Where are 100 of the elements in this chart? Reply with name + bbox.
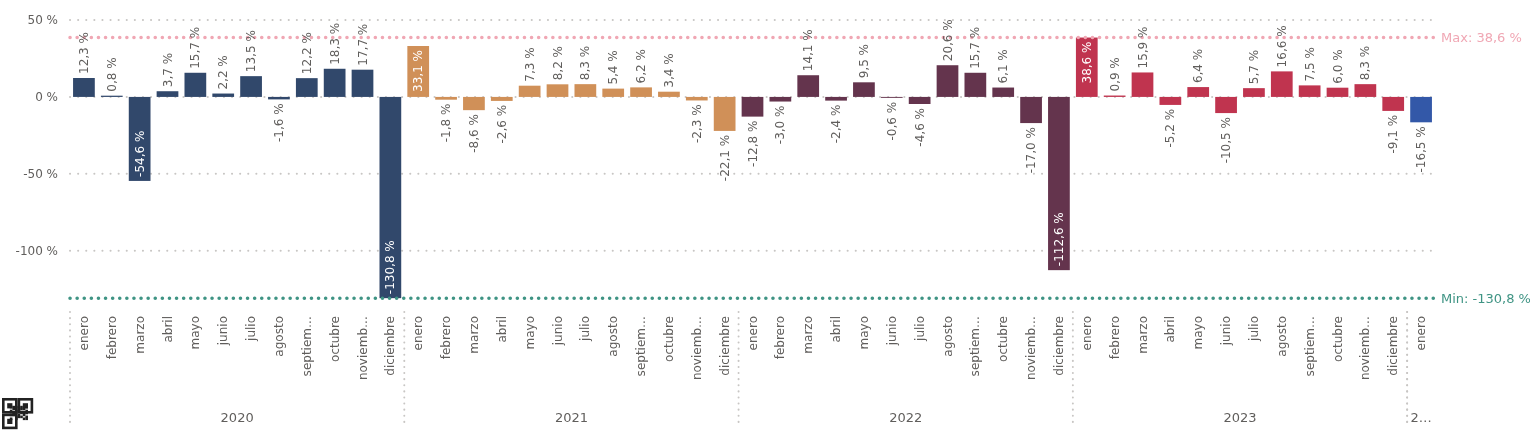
bar — [463, 96, 485, 111]
data-label: 6,2 % — [634, 49, 649, 84]
data-label: -1,8 % — [439, 103, 454, 143]
data-label: 3,4 % — [661, 53, 676, 88]
x-tick-label: abril — [1163, 316, 1178, 343]
bar — [964, 72, 987, 97]
bar — [1382, 96, 1405, 111]
bar — [1131, 72, 1154, 97]
data-label: 13,5 % — [244, 30, 259, 73]
x-tick-label: febrero — [773, 316, 788, 360]
x-tick-label: julio — [244, 316, 259, 342]
data-label: 6,0 % — [1330, 49, 1345, 84]
bar — [1048, 96, 1070, 271]
data-label: 20,6 % — [940, 19, 955, 62]
x-tick-label: agosto — [606, 316, 621, 357]
bar — [630, 87, 652, 97]
data-label: 12,2 % — [299, 32, 314, 75]
bar — [1187, 87, 1210, 97]
x-tick-label: abril — [160, 316, 175, 343]
x-tick-label: diciembre — [717, 316, 732, 376]
bar — [518, 85, 541, 97]
data-label: 0,9 % — [1107, 57, 1122, 92]
bar — [490, 96, 513, 101]
bar — [1020, 96, 1042, 124]
data-label: 15,7 % — [968, 26, 983, 69]
bar — [908, 96, 931, 104]
y-tick-label: 50 % — [27, 13, 58, 28]
bar — [992, 87, 1015, 97]
data-label: 9,5 % — [856, 44, 871, 79]
x-tick-label: agosto — [940, 316, 955, 357]
bar — [435, 96, 457, 100]
bar — [741, 96, 764, 117]
data-label: 7,5 % — [1302, 47, 1317, 82]
data-label: 8,3 % — [1358, 45, 1373, 81]
x-tick-label: marzo — [466, 316, 481, 354]
x-tick-label: febrero — [1107, 316, 1122, 360]
bar — [769, 96, 792, 102]
data-label: 12,3 % — [76, 32, 91, 74]
x-tick-label: enero — [411, 316, 426, 351]
x-tick-label: junio — [216, 316, 231, 347]
data-label: -112,6 % — [1051, 212, 1066, 267]
data-label: -1,6 % — [271, 103, 286, 143]
text: 2021 — [554, 410, 588, 425]
x-tick-label: octubre — [327, 316, 342, 362]
x-tick-label: junio — [550, 316, 565, 347]
text: 2… — [1410, 410, 1432, 425]
data-label: -2,6 % — [494, 104, 509, 144]
bar — [1410, 96, 1432, 123]
x-tick-label: diciembre — [1051, 316, 1066, 376]
x-tick-label: julio — [912, 316, 927, 342]
x-tick-label: marzo — [1135, 316, 1150, 354]
data-label: -130,8 % — [383, 240, 398, 295]
data-label: -4,6 % — [912, 108, 927, 147]
data-label: -16,5 % — [1414, 126, 1429, 173]
bar — [240, 76, 262, 97]
data-label: -54,6 % — [132, 130, 147, 177]
bar — [184, 72, 207, 97]
x-tick-label: junio — [884, 316, 899, 347]
bar — [546, 84, 569, 97]
data-label: -22,1 % — [717, 134, 732, 182]
data-label: -12,8 % — [745, 120, 760, 167]
text: 2022 — [889, 410, 923, 425]
bar — [1243, 88, 1265, 97]
bar — [156, 91, 179, 97]
x-tick-label: diciembre — [1386, 316, 1401, 376]
data-label: 6,1 % — [996, 49, 1011, 84]
bar — [73, 78, 95, 97]
bar — [351, 69, 374, 97]
data-label: 38,6 % — [1079, 41, 1094, 84]
data-label: -2,4 % — [829, 104, 844, 144]
data-label: -0,6 % — [884, 101, 899, 141]
data-label: -10,5 % — [1219, 117, 1234, 164]
x-tick-label: abril — [829, 316, 844, 343]
bar — [1215, 96, 1237, 114]
bar — [602, 88, 625, 97]
x-tick-label: noviemb… — [689, 316, 704, 381]
data-label: -17,0 % — [1024, 127, 1039, 174]
x-tick-label: julio — [1246, 316, 1261, 342]
text: 2020 — [220, 410, 254, 425]
x-tick-label: septiem… — [1302, 316, 1317, 377]
data-label: 5,7 % — [1246, 49, 1261, 85]
x-tick-label: noviemb… — [1024, 316, 1039, 381]
bar — [825, 96, 847, 101]
x-tick-label: noviemb… — [355, 316, 370, 381]
bar — [379, 96, 402, 299]
data-label: -3,0 % — [773, 105, 788, 145]
ref-line-label: Max: 38,6 % — [1441, 30, 1522, 46]
x-tick-label: julio — [578, 316, 593, 342]
bar — [323, 68, 346, 97]
bar — [658, 91, 680, 97]
x-tick-label: diciembre — [383, 316, 398, 376]
x-tick-label: mayo — [1191, 316, 1206, 350]
data-label: 15,7 % — [188, 26, 203, 69]
x-tick-label: junio — [1219, 316, 1234, 347]
x-tick-label: febrero — [104, 316, 119, 360]
x-tick-label: septiem… — [634, 316, 649, 377]
bar — [574, 84, 597, 97]
x-tick-label: mayo — [856, 316, 871, 350]
bar — [128, 96, 151, 181]
x-tick-label: enero — [1079, 316, 1094, 351]
